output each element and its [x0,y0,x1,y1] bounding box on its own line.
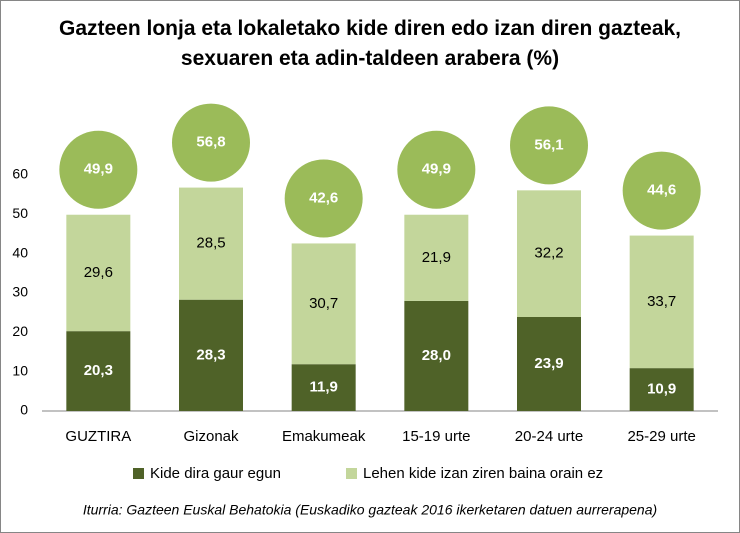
total-label: 49,9 [422,161,451,178]
total-label: 56,8 [196,134,225,151]
total-bubble [510,106,588,185]
data-label: 29,6 [84,264,113,281]
source-note: Iturria: Gazteen Euskal Behatokia (Euska… [83,502,657,518]
total-label: 49,9 [84,161,113,178]
total-bubble [622,151,701,230]
data-label: 28,0 [422,347,451,364]
data-label: 21,9 [422,249,451,266]
bar-segment [629,235,694,369]
total-bubble [397,130,476,209]
total-bubble [172,103,250,182]
y-tick-label: 10 [12,362,28,378]
y-tick-label: 60 [12,166,28,182]
bar-segment [291,364,356,411]
bar-segment [404,300,469,411]
x-tick-label: Emakumeak [282,428,366,445]
bar-segment [517,190,581,317]
y-tick-label: 50 [12,205,28,221]
data-label: 11,9 [309,379,337,396]
total-bubble [59,130,138,209]
total-label: 42,6 [309,189,338,206]
data-label: 28,5 [196,235,225,252]
data-label: 20,3 [84,362,113,379]
legend-label: Lehen kide izan ziren baina orain ez [363,465,603,482]
total-label: 56,1 [534,136,563,153]
legend-label: Kide dira gaur egun [150,465,281,482]
x-tick-label: 25-29 urte [627,428,695,445]
x-tick-label: 20-24 urte [515,428,583,445]
y-tick-label: 0 [20,402,28,418]
bar-segment [179,299,243,411]
bar-segment [404,214,469,301]
x-tick-label: Gizonak [183,428,239,445]
y-tick-label: 30 [12,284,28,300]
data-label: 28,3 [196,346,225,363]
data-label: 23,9 [534,355,563,372]
bar-segment [291,243,356,365]
data-label: 30,7 [309,295,338,312]
bar-segment [66,331,131,411]
bar-segment [517,316,581,411]
bar-segment [629,368,694,411]
bar-segment [179,187,243,300]
bar-segment [66,214,131,332]
data-label: 32,2 [534,245,563,262]
chart-title: Gazteen lonja eta lokaletako kide diren … [58,17,682,70]
y-tick-label: 20 [12,323,28,339]
legend-swatch [133,468,144,479]
x-tick-label: 15-19 urte [402,428,470,445]
total-bubble [284,159,363,238]
total-label: 44,6 [647,182,676,199]
title-box: Gazteen lonja eta lokaletako kide diren … [58,17,682,70]
data-label: 10,9 [647,381,676,398]
legend-swatch [346,468,357,479]
x-tick-label: GUZTIRA [65,428,131,445]
data-label: 33,7 [647,293,676,310]
y-tick-label: 40 [12,244,28,260]
